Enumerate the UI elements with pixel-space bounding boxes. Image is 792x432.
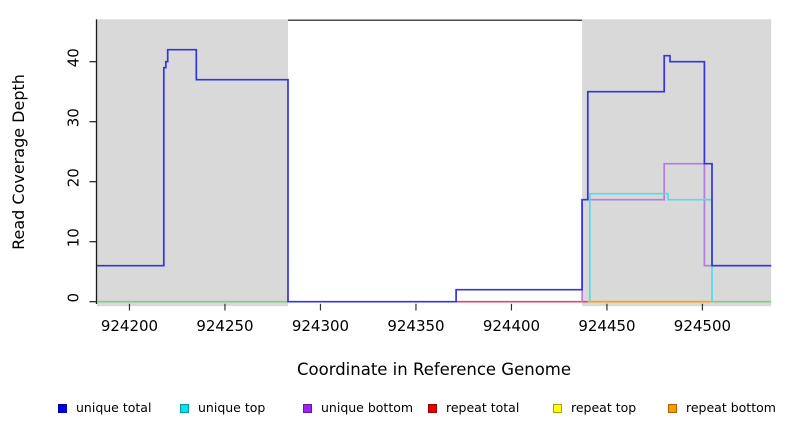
plot-area: 0 10 20 30 40 924200 924250 924300 924350 924400 9… <box>65 19 772 335</box>
x-axis-title: Coordinate in Reference Genome <box>297 360 571 379</box>
y-axis-tick-label: 0 <box>65 293 83 303</box>
y-axis-tick-label: 40 <box>65 48 83 67</box>
x-axis-tick-label: 924200 <box>101 317 158 335</box>
x-axis-tick-label: 924300 <box>292 317 349 335</box>
shaded-region <box>97 19 288 307</box>
series-line-unique-total <box>97 48 772 303</box>
y-axis-tick-label: 20 <box>65 168 83 187</box>
y-axis-title: Read Coverage Depth <box>9 74 28 250</box>
x-axis-tick-label: 924350 <box>387 317 444 335</box>
x-axis-tick-label: 924250 <box>196 317 253 335</box>
x-axis-tick-label: 924450 <box>578 317 635 335</box>
x-axis-tick-label: 924400 <box>483 317 540 335</box>
y-axis-tick-label: 10 <box>65 228 83 247</box>
shaded-region <box>582 19 772 307</box>
y-axis-tick-label: 30 <box>65 108 83 127</box>
x-axis-tick-label: 924500 <box>674 317 731 335</box>
